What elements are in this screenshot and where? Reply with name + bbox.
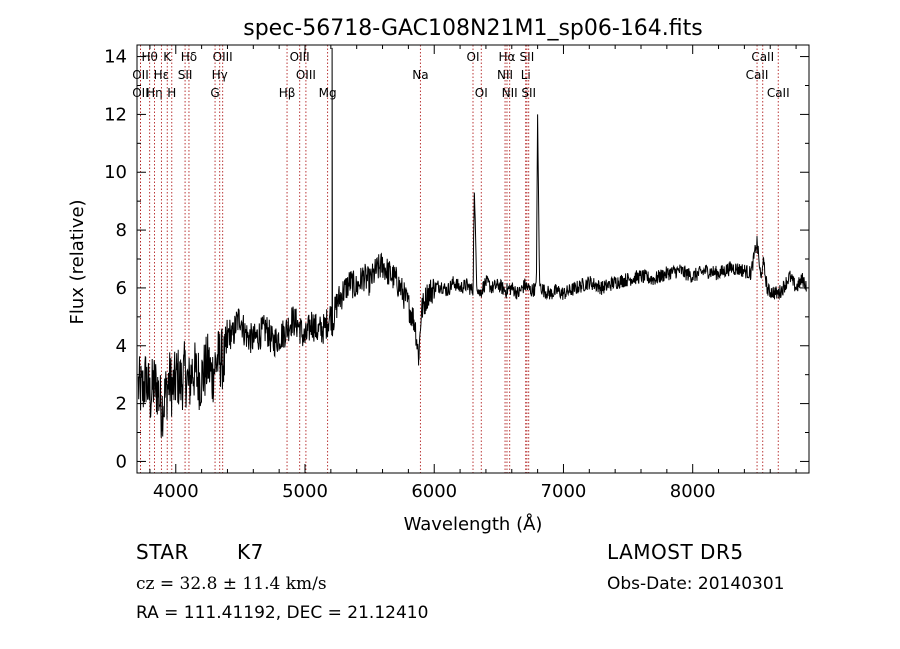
y-tick-label-12: 12 [104, 104, 127, 125]
line-marker-label-7: Hδ [181, 50, 197, 64]
observation-date: Obs-Date: 20140301 [607, 574, 785, 594]
y-tick-label-2: 2 [116, 394, 127, 415]
coordinates: RA = 111.41192, DEC = 21.12410 [136, 603, 429, 623]
y-tick-label-14: 14 [104, 47, 127, 68]
x-tick-label-8000: 8000 [670, 481, 716, 502]
line-marker-label-19: Hα [499, 50, 516, 64]
survey-name: LAMOST DR5 [607, 540, 744, 564]
x-tick-label-7000: 7000 [541, 481, 587, 502]
line-marker-label-2: OII [132, 86, 149, 100]
spectrum-line [137, 47, 807, 438]
line-marker-label-18: OI [475, 86, 488, 100]
line-marker-label-3: Hη [146, 86, 163, 100]
line-marker-label-8: SII [178, 68, 193, 82]
object-subclass: K7 [237, 540, 264, 564]
y-axis-label: Flux (relative) [67, 199, 88, 324]
line-marker-label-5: K [163, 50, 172, 64]
line-marker-label-20: NII [497, 68, 513, 82]
line-marker-label-12: OIII [290, 50, 310, 64]
line-marker-label-23: Li [521, 68, 531, 82]
line-marker-label-0: Hθ [141, 50, 157, 64]
redshift-velocity: cz = 32.8 ± 11.4 km/s [136, 574, 327, 594]
line-marker-label-10: Hγ [212, 68, 228, 82]
line-marker-label-16: Na [412, 68, 428, 82]
line-marker-label-14: Hβ [279, 86, 296, 100]
line-marker-label-15: Mg [319, 86, 337, 100]
axes: 4000 5000 6000 7000 8000 0 2 4 6 8 10 12 14 [104, 45, 809, 502]
line-marker-label-25: CaII [751, 50, 774, 64]
x-axis-label: Wavelength (Å) [404, 513, 543, 535]
y-tick-label-8: 8 [116, 220, 127, 241]
x-tick-label-4000: 4000 [153, 481, 199, 502]
object-class: STAR [136, 540, 189, 564]
line-marker-label-26: CaII [746, 68, 769, 82]
line-marker-label-17: OI [467, 50, 480, 64]
line-marker-label-4: Hε [154, 68, 170, 82]
y-tick-label-4: 4 [116, 336, 127, 357]
line-marker-label-24: SII [521, 86, 536, 100]
line-marker-label-21: NII [502, 86, 518, 100]
line-marker-label-11: G [210, 86, 219, 100]
y-tick-label-6: 6 [116, 278, 127, 299]
spectrum-line-group [137, 47, 807, 438]
chart-title: spec-56718-GAC108N21M1_sp06-164.fits [243, 16, 703, 41]
y-tick-label-0: 0 [116, 451, 127, 472]
x-tick-label-6000: 6000 [411, 481, 457, 502]
line-marker-label-9: OIII [213, 50, 233, 64]
y-tick-label-10: 10 [104, 162, 127, 183]
line-marker-label-13: OIII [296, 68, 316, 82]
line-marker-label-22: SII [520, 50, 535, 64]
x-tick-label-5000: 5000 [282, 481, 328, 502]
line-marker-label-6: H [167, 86, 176, 100]
line-marker-label-27: CaII [767, 86, 790, 100]
line-marker-label-1: OII [132, 68, 149, 82]
